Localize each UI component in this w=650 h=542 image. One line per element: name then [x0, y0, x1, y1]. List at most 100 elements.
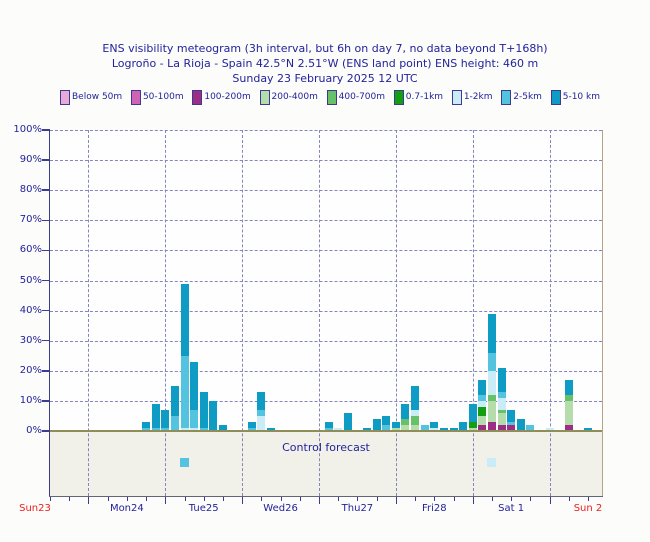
control-marker-2-5km [180, 458, 189, 467]
x-axis-tick [184, 497, 186, 501]
y-axis-tick [42, 430, 50, 432]
legend-item-1-2km: 1-2km [451, 89, 493, 105]
y-axis-tick [42, 159, 50, 161]
legend-swatch-1-2km [451, 89, 462, 105]
chart-title: ENS visibility meteogram (3h interval, b… [102, 42, 548, 55]
legend-item-50-100m: 50-100m [130, 89, 184, 105]
x-axis-day-label: Sat 1 [498, 503, 525, 514]
bar-segment-2-5km [161, 427, 170, 431]
zero-line [49, 430, 603, 432]
y-axis-tick-label: 60% [19, 244, 42, 256]
bar-segment-5-10km [478, 379, 487, 395]
bar-segment-5-10km [209, 400, 218, 431]
x-axis-tick [165, 497, 167, 504]
bar-segment-5-10km [324, 421, 333, 428]
bar-segment-5-10km [411, 385, 420, 410]
bar-segment-1-2km [180, 427, 189, 431]
h-gridline [50, 220, 602, 222]
bar-segment-5-10km [430, 421, 439, 428]
x-axis-tick [453, 497, 455, 501]
bar-segment-5-10km [190, 361, 199, 410]
plot-right-border [602, 130, 603, 496]
x-axis-tick [588, 497, 589, 501]
bar-segment-5-10km [564, 379, 573, 395]
v-gridline [395, 130, 397, 496]
bar-segment-5-10km [516, 418, 525, 431]
x-axis-tick [299, 497, 301, 501]
bar-segment-2-5km [420, 424, 429, 431]
bar-segment-5-10km [142, 421, 151, 428]
x-axis-day-label: Tue25 [188, 503, 219, 514]
bar-segment-100-200m [487, 421, 496, 431]
h-gridline [50, 310, 602, 312]
legend-label: 0.7-1km [405, 92, 444, 102]
legend-item-100-200m: 100-200m [192, 89, 251, 105]
bar-segment-200-400m [497, 412, 506, 425]
bar-segment-1-2km [430, 427, 439, 431]
x-axis-tick [319, 497, 320, 504]
x-axis-day-label: Sun 2 [573, 503, 603, 514]
bar-segment-200-400m [468, 427, 477, 431]
x-axis-tick [530, 497, 532, 501]
legend-item-below-50m: Below 50m [60, 89, 122, 105]
bar-segment-400-700m [564, 394, 573, 401]
y-axis-tick [42, 370, 50, 372]
bar-segment-2-5km [382, 424, 391, 431]
bar-segment-5-10km [459, 421, 468, 431]
bar-segment-2-5km [247, 427, 256, 431]
bar-segment-5-10km [180, 283, 189, 356]
y-axis-tick-label: 0% [26, 425, 42, 436]
bar-segment-2-5km [142, 427, 151, 431]
x-axis-day-label: Wed26 [263, 503, 298, 514]
x-axis-tick [549, 497, 551, 504]
chart-titles: ENS visibility meteogram (3h interval, b… [0, 41, 650, 86]
y-axis-tick-label: 80% [19, 184, 42, 196]
y-axis-tick-label: 40% [19, 304, 42, 316]
bar-segment-5-10km [449, 427, 458, 431]
bar-segment-5-10km [391, 421, 400, 428]
bar-segment-2-5km [497, 391, 506, 398]
bar-segment-2-5km [257, 409, 266, 416]
y-axis-tick [42, 189, 50, 191]
x-axis-tick [88, 497, 90, 504]
v-gridline [549, 130, 551, 496]
h-gridline [50, 190, 602, 192]
bar-segment-0.7-1km [478, 406, 487, 416]
x-axis-tick [395, 497, 397, 504]
x-axis-day-label: Thu27 [341, 503, 374, 514]
x-axis-tick [203, 497, 205, 501]
x-axis-tick [415, 497, 417, 501]
legend-label: 50-100m [142, 92, 184, 102]
x-axis-tick [511, 497, 513, 501]
bar-segment-2-5km [478, 394, 487, 401]
bar-segment-100-200m [478, 424, 487, 431]
legend-label: 1-2km [463, 92, 493, 102]
legend-swatch-below-50m [60, 89, 70, 105]
y-axis-tick [42, 129, 50, 131]
bar-segment-2-5km [190, 409, 199, 428]
bar-segment-2-5km [170, 415, 179, 431]
y-axis-line [48, 130, 50, 497]
h-gridline [50, 280, 602, 282]
control-forecast-label: Control forecast [282, 441, 370, 454]
bar-segment-2-5km [151, 427, 160, 431]
x-axis-tick [50, 497, 51, 501]
bar-segment-400-700m [487, 394, 496, 401]
bar-segment-2-5km [526, 424, 535, 431]
bar-segment-1-2km [334, 427, 343, 431]
y-axis-tick-label: 90% [19, 154, 42, 166]
legend-label: 200-400m [271, 92, 318, 102]
bar-segment-5-10km [468, 403, 477, 422]
bar-segment-5-10km [372, 418, 381, 431]
bar-segment-5-10km [170, 385, 179, 416]
bar-segment-2-5km [487, 352, 496, 371]
legend-item-0.7-1km: 0.7-1km [393, 89, 444, 105]
bar-segment-1-2km [190, 427, 199, 431]
bar-segment-1-2km [257, 415, 266, 431]
bar-segment-200-400m [478, 415, 487, 425]
bar-segment-5-10km [363, 427, 372, 431]
legend-swatch-2-5km [501, 89, 512, 105]
legend-label: 100-200m [204, 92, 251, 102]
bar-segment-5-10km [266, 427, 275, 431]
y-axis-tick [42, 309, 50, 312]
